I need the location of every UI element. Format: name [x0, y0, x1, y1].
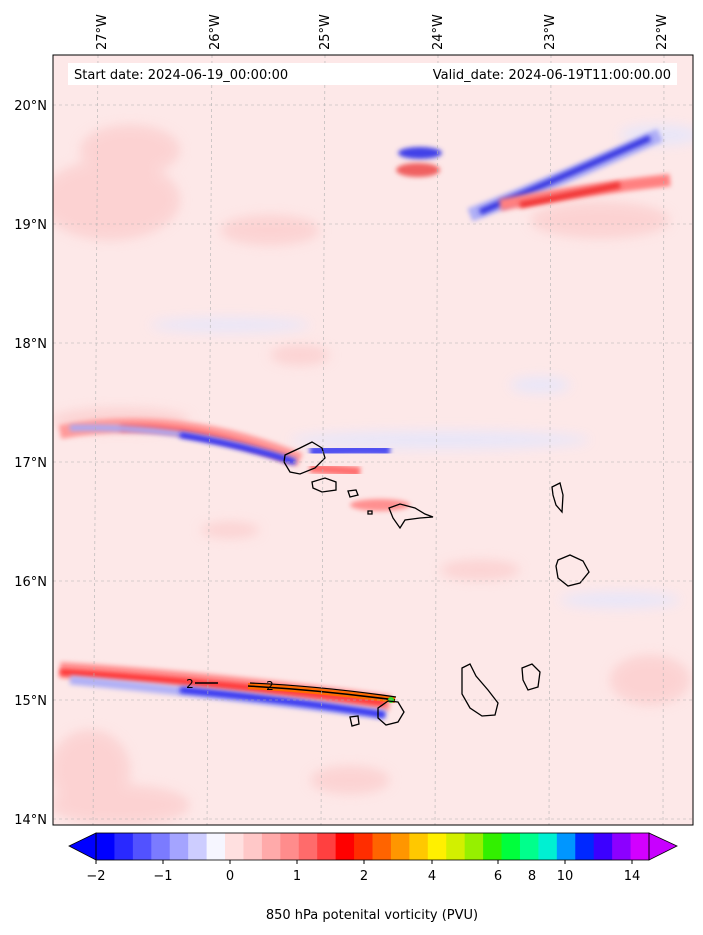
- lat-label: 16°N: [14, 575, 47, 590]
- lon-label: 26°W: [208, 14, 223, 50]
- colorbar-cell: [630, 833, 650, 860]
- colorbar-tick-label: 4: [428, 869, 436, 884]
- colorbar-cell: [151, 833, 171, 860]
- colorbar-cell: [280, 833, 300, 860]
- colorbar-cell: [390, 833, 410, 860]
- colorbar-tick-label: −1: [153, 869, 172, 884]
- colorbar-tick-label: 1: [293, 869, 301, 884]
- faint-negative-patches: [150, 125, 693, 608]
- colorbar-cell: [409, 833, 429, 860]
- colorbar-cell: [538, 833, 558, 860]
- lat-label: 19°N: [14, 218, 47, 233]
- lat-label: 14°N: [14, 813, 47, 828]
- colorbar-cell: [501, 833, 521, 860]
- lon-label: 23°W: [543, 14, 558, 50]
- colorbar-cell: [575, 833, 595, 860]
- contour-label: 2: [186, 677, 194, 691]
- lat-label: 17°N: [14, 456, 47, 471]
- colorbar-cell: [427, 833, 447, 860]
- gridlines: [53, 55, 693, 825]
- colorbar-cells: [96, 833, 650, 860]
- lat-label: 20°N: [14, 99, 47, 114]
- valid-date: Valid_date: 2024-06-19T11:00:00.00: [433, 68, 671, 83]
- colorbar-cell: [464, 833, 484, 860]
- colorbar: −2 −1 0 1 2 4 6 8 10 14 850 hPa potenita…: [68, 832, 678, 923]
- colorbar-cell: [556, 833, 576, 860]
- colorbar-cell: [354, 833, 373, 860]
- lon-label: 27°W: [95, 14, 110, 50]
- colorbar-cell: [114, 833, 134, 860]
- colorbar-tick-label: 10: [557, 869, 574, 884]
- start-date: Start date: 2024-06-19_00:00:00: [74, 68, 288, 83]
- colorbar-cell: [188, 833, 208, 860]
- colorbar-ticks: [95, 860, 633, 864]
- colorbar-tick-label: −2: [86, 869, 105, 884]
- colorbar-cell: [206, 833, 226, 860]
- colorbar-max-extend: [648, 832, 678, 861]
- colorbar-cell: [335, 833, 355, 860]
- colorbar-cell: [225, 833, 244, 860]
- colorbar-cell: [483, 833, 503, 860]
- lat-label: 15°N: [14, 694, 47, 709]
- middle-vorticity-band: [58, 418, 410, 511]
- colorbar-cell: [132, 833, 152, 860]
- colorbar-tick-label: 14: [624, 869, 641, 884]
- colorbar-cell: [612, 833, 632, 860]
- map-panel: 2 2 Start date: 2024-06-19_00:00:00 Vali…: [53, 55, 693, 825]
- colorbar-cell: [446, 833, 466, 860]
- longitude-labels: 27°W 26°W 25°W 24°W 23°W 22°W: [95, 14, 670, 50]
- lower-vorticity-band: [59, 662, 397, 720]
- colorbar-cell: [169, 833, 189, 860]
- contour-label: 2: [266, 679, 274, 693]
- colorbar-tick-label: 8: [528, 869, 536, 884]
- colorbar-cell: [261, 833, 281, 860]
- colorbar-cell: [298, 833, 318, 860]
- colorbar-frame: [95, 832, 650, 861]
- lat-label: 18°N: [14, 337, 47, 352]
- colorbar-label: 850 hPa potenital vorticity (PVU): [266, 908, 478, 923]
- colorbar-tick-label: 6: [494, 869, 502, 884]
- colorbar-cell: [96, 833, 115, 860]
- colorbar-tick-label: 0: [226, 869, 234, 884]
- island-coastlines: [283, 441, 590, 727]
- lon-label: 24°W: [431, 14, 446, 50]
- upper-vorticity-band: [396, 128, 671, 222]
- colorbar-cell: [243, 833, 263, 860]
- colorbar-cell: [593, 833, 613, 860]
- colorbar-cell: [519, 833, 539, 860]
- colorbar-cell: [317, 833, 337, 860]
- map-frame: [52, 54, 694, 826]
- header-box: [68, 63, 677, 85]
- colorbar-tick-label: 2: [360, 869, 368, 884]
- colorbar-min-extend: [68, 832, 97, 861]
- colorbar-cell: [372, 833, 392, 860]
- lon-label: 25°W: [318, 14, 333, 50]
- lon-label: 22°W: [655, 14, 670, 50]
- latitude-labels: 20°N 19°N 18°N 17°N 16°N 15°N 14°N: [14, 99, 47, 828]
